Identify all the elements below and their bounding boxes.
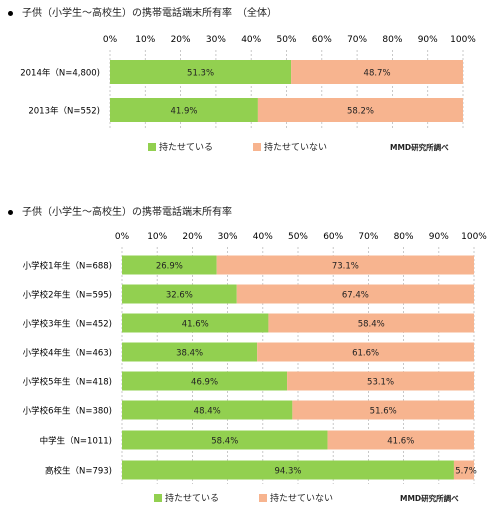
- x-tick-label: 10%: [135, 35, 155, 45]
- bar-segment-have: [122, 371, 288, 391]
- source-note: MMD研究所調べ: [390, 143, 449, 152]
- source-note: MMD研究所調べ: [400, 494, 459, 503]
- x-tick-label: 30%: [206, 35, 226, 45]
- bar-segment-have: [122, 313, 269, 333]
- bullet-icon: [8, 10, 13, 16]
- legend-item-have: 持たせている: [154, 491, 219, 504]
- data-label: 53.1%: [367, 378, 394, 388]
- bar-segment-not-have: [216, 255, 475, 275]
- x-tick-label: 50%: [276, 35, 296, 45]
- data-label: 48.4%: [194, 407, 221, 417]
- data-label: 26.9%: [156, 262, 183, 272]
- category-label: 2014年（N=4,800): [20, 68, 100, 79]
- bar-segment-not-have: [257, 98, 463, 122]
- data-label: 48.7%: [364, 69, 391, 79]
- chart-plot: 0% 10% 20% 30% 40% 50% 60% 70% 80% 90% 100% 2014年（N…: [20, 35, 476, 128]
- x-tick-label: 0%: [103, 35, 118, 45]
- x-tick-label: 90%: [418, 35, 438, 45]
- bar-segment-have: [122, 400, 293, 420]
- bar-segment-not-have: [236, 284, 474, 304]
- legend-swatch-green: [154, 493, 162, 502]
- category-label: 小学校4年生（N=463): [23, 348, 112, 359]
- data-label: 51.3%: [187, 69, 214, 79]
- category-label: 小学校6年生（N=380): [23, 406, 112, 417]
- chart-legend: 持たせている 持たせていない: [148, 140, 367, 153]
- category-label: 2013年（N=552): [28, 106, 100, 117]
- bar-segment-not-have: [287, 371, 474, 391]
- data-label: 58.4%: [211, 437, 238, 447]
- bar-segment-have: [122, 430, 328, 450]
- x-tick-label: 90%: [429, 232, 449, 242]
- x-tick-label: 30%: [218, 232, 238, 242]
- x-tick-label: 80%: [394, 232, 414, 242]
- bar-segment-not-have: [291, 60, 463, 84]
- legend-item-not-have: 持たせていない: [259, 491, 333, 504]
- category-label: 中学生（N=1011): [40, 436, 112, 447]
- data-label: 38.4%: [176, 349, 203, 359]
- bar-segment-not-have: [327, 430, 474, 450]
- bar-segment-not-have: [453, 460, 474, 480]
- x-tick-label: 50%: [288, 232, 308, 242]
- x-tick-label: 70%: [347, 35, 367, 45]
- x-tick-label: 10%: [147, 232, 167, 242]
- data-label: 41.6%: [182, 320, 209, 330]
- data-label: 41.9%: [170, 107, 197, 117]
- category-label: 小学校1年生（N=688): [23, 261, 112, 272]
- data-label: 58.4%: [358, 320, 385, 330]
- x-tick-label: 60%: [323, 232, 343, 242]
- legend-swatch-green: [148, 142, 156, 151]
- x-tick-label: 100%: [461, 232, 487, 242]
- bar-segment-have: [122, 460, 454, 480]
- category-label: 小学校5年生（N=418): [23, 377, 112, 388]
- data-label: 51.6%: [370, 407, 397, 417]
- x-tick-label: 0%: [115, 232, 130, 242]
- bar-segment-not-have: [257, 342, 474, 362]
- chart-title: 子供（小学生～高校生）の携帯電話端末所有率: [8, 203, 232, 218]
- bar-segment-have: [110, 98, 258, 122]
- data-label: 5.7%: [455, 467, 477, 477]
- category-label: 小学校2年生（N=595): [23, 290, 112, 301]
- legend-item-have: 持たせている: [148, 140, 213, 153]
- category-label: 小学校3年生（N=452): [23, 319, 112, 330]
- bar-segment-have: [122, 284, 237, 304]
- x-tick-label: 20%: [182, 232, 202, 242]
- x-tick-label: 80%: [382, 35, 402, 45]
- data-label: 46.9%: [191, 378, 218, 388]
- legend-swatch-orange: [259, 493, 268, 502]
- legend-item-not-have: 持たせていない: [253, 140, 327, 153]
- bar-segment-have: [110, 60, 292, 84]
- x-tick-label: 100%: [450, 35, 476, 45]
- data-label: 41.6%: [387, 437, 414, 447]
- data-label: 67.4%: [342, 291, 369, 301]
- data-label: 73.1%: [332, 262, 359, 272]
- x-tick-label: 60%: [312, 35, 332, 45]
- chart-legend: 持たせている 持たせていない: [154, 491, 373, 504]
- bar-segment-have: [122, 255, 217, 275]
- data-label: 32.6%: [166, 291, 193, 301]
- bullet-icon: [8, 209, 13, 215]
- x-tick-label: 70%: [358, 232, 378, 242]
- bar-segment-not-have: [268, 313, 474, 333]
- data-label: 61.6%: [352, 349, 379, 359]
- chart-title: 子供（小学生～高校生）の携帯電話端末所有率 （全体）: [8, 4, 277, 19]
- x-tick-label: 40%: [241, 35, 261, 45]
- bar-segment-not-have: [292, 400, 474, 420]
- data-label: 58.2%: [347, 107, 374, 117]
- data-label: 94.3%: [274, 467, 301, 477]
- legend-swatch-orange: [253, 142, 262, 151]
- category-label: 高校生（N=793): [45, 466, 112, 477]
- x-tick-label: 20%: [171, 35, 191, 45]
- x-tick-label: 40%: [253, 232, 273, 242]
- bar-segment-have: [122, 342, 258, 362]
